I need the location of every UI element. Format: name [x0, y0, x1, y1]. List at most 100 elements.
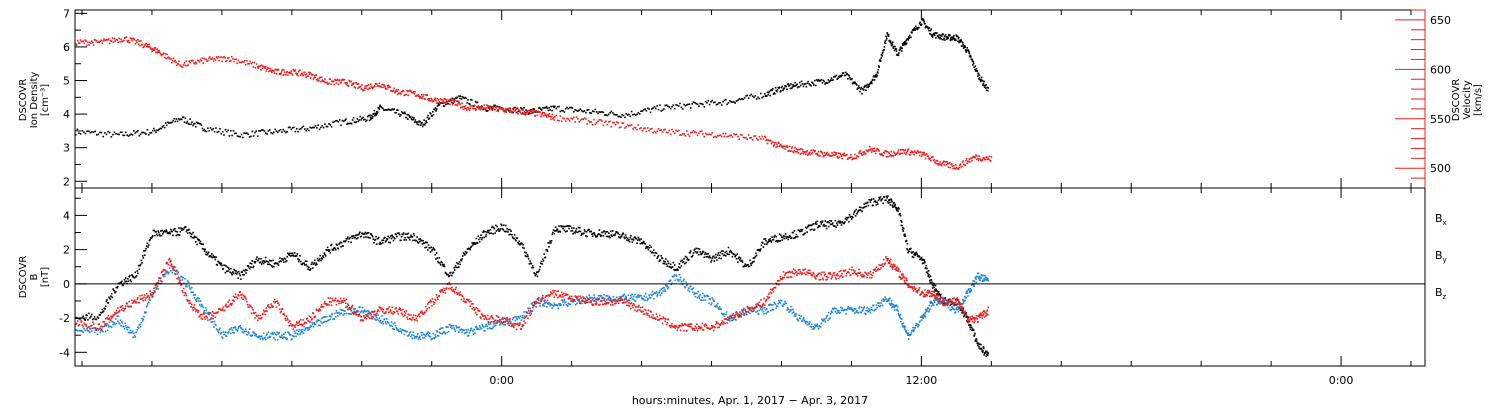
bottom-data-point — [207, 253, 209, 255]
bottom-data-point — [620, 295, 623, 298]
top-data-point — [247, 62, 249, 65]
top-data-point — [520, 113, 523, 115]
top-data-point — [853, 157, 855, 159]
bottom-data-point — [382, 321, 384, 323]
top-data-point — [532, 108, 535, 110]
top-data-point — [360, 119, 362, 121]
top-data-point — [642, 127, 645, 130]
bottom-data-point — [671, 282, 673, 284]
top-data-point — [955, 166, 958, 169]
bottom-data-point — [892, 205, 895, 208]
bottom-data-point — [407, 232, 410, 235]
bottom-data-point — [310, 325, 313, 328]
bottom-data-point — [193, 237, 195, 239]
top-data-point — [613, 121, 615, 124]
top-data-point — [523, 111, 526, 113]
bottom-data-point — [426, 241, 428, 244]
bottom-data-point — [817, 327, 820, 330]
bottom-data-point — [593, 294, 595, 296]
top-data-point — [413, 117, 415, 119]
bottom-data-point — [125, 324, 127, 327]
top-data-point — [870, 82, 872, 84]
bottom-data-point — [473, 328, 475, 331]
bottom-data-point — [365, 311, 367, 313]
top-data-point — [335, 82, 338, 85]
bottom-data-point — [534, 274, 537, 277]
bottom-data-point — [648, 294, 650, 297]
top-data-point — [573, 111, 575, 113]
top-data-point — [750, 136, 753, 139]
bottom-data-point — [453, 328, 456, 331]
top-data-point — [451, 97, 454, 100]
top-data-point — [554, 116, 556, 118]
top-data-point — [865, 89, 867, 91]
bottom-data-point — [468, 332, 471, 334]
top-data-point — [811, 151, 814, 154]
bottom-data-point — [983, 347, 985, 350]
top-data-point — [487, 107, 490, 109]
top-data-point — [312, 78, 315, 81]
bottom-data-point — [361, 310, 363, 312]
bottom-data-point — [357, 310, 360, 313]
bottom-data-point — [284, 258, 286, 260]
bottom-data-point — [87, 318, 89, 321]
bottom-data-point — [833, 225, 836, 227]
bottom-data-point — [326, 246, 329, 249]
top-data-point — [301, 72, 303, 75]
bottom-data-point — [720, 250, 723, 252]
top-data-point — [540, 115, 542, 118]
top-data-point — [889, 155, 891, 157]
bottom-data-point — [141, 317, 143, 320]
top-data-point — [801, 148, 804, 151]
bottom-data-point — [624, 237, 626, 240]
bottom-data-point — [754, 255, 757, 258]
bottom-data-point — [113, 290, 116, 292]
bottom-data-point — [963, 300, 965, 303]
bottom-data-point — [603, 293, 605, 296]
top-data-point — [655, 107, 657, 110]
bottom-data-point — [441, 261, 443, 264]
top-data-point — [613, 113, 615, 116]
top-data-point — [423, 119, 425, 121]
bottom-data-point — [461, 258, 463, 260]
bottom-data-point — [115, 318, 117, 320]
top-data-point — [432, 111, 434, 113]
bottom-data-point — [150, 237, 153, 239]
bottom-data-point — [623, 293, 625, 296]
bottom-data-point — [185, 284, 188, 287]
top-data-point — [145, 42, 148, 45]
bottom-data-point — [319, 254, 321, 257]
top-data-point — [878, 66, 880, 68]
top-data-point — [835, 153, 837, 155]
bottom-data-point — [608, 232, 610, 234]
top-data-point — [805, 85, 808, 88]
bottom-data-point — [350, 313, 352, 315]
bottom-data-point — [349, 313, 351, 315]
top-data-point — [968, 50, 970, 53]
top-data-point — [971, 159, 973, 162]
top-data-point — [648, 108, 650, 110]
top-data-point — [274, 128, 276, 131]
bottom-data-point — [408, 334, 410, 336]
bottom-data-point — [424, 334, 426, 336]
bottom-data-point — [796, 235, 799, 238]
top-data-point — [938, 37, 941, 40]
bottom-data-point — [931, 283, 934, 286]
top-data-point — [291, 74, 294, 76]
bottom-data-point — [626, 237, 629, 239]
top-data-point — [747, 97, 750, 99]
top-data-point — [147, 43, 149, 46]
bottom-data-point — [88, 330, 90, 333]
top-data-point — [401, 112, 404, 114]
top-data-point — [344, 119, 346, 122]
top-data-point — [293, 126, 295, 129]
top-data-point — [726, 135, 728, 138]
top-data-point — [677, 105, 680, 107]
bottom-data-point — [511, 236, 514, 239]
bottom-data-point — [204, 312, 206, 314]
bottom-data-point — [771, 308, 773, 311]
top-data-point — [320, 80, 322, 83]
top-data-point — [428, 117, 431, 119]
top-data-point — [438, 104, 440, 107]
bottom-data-point — [567, 225, 570, 227]
